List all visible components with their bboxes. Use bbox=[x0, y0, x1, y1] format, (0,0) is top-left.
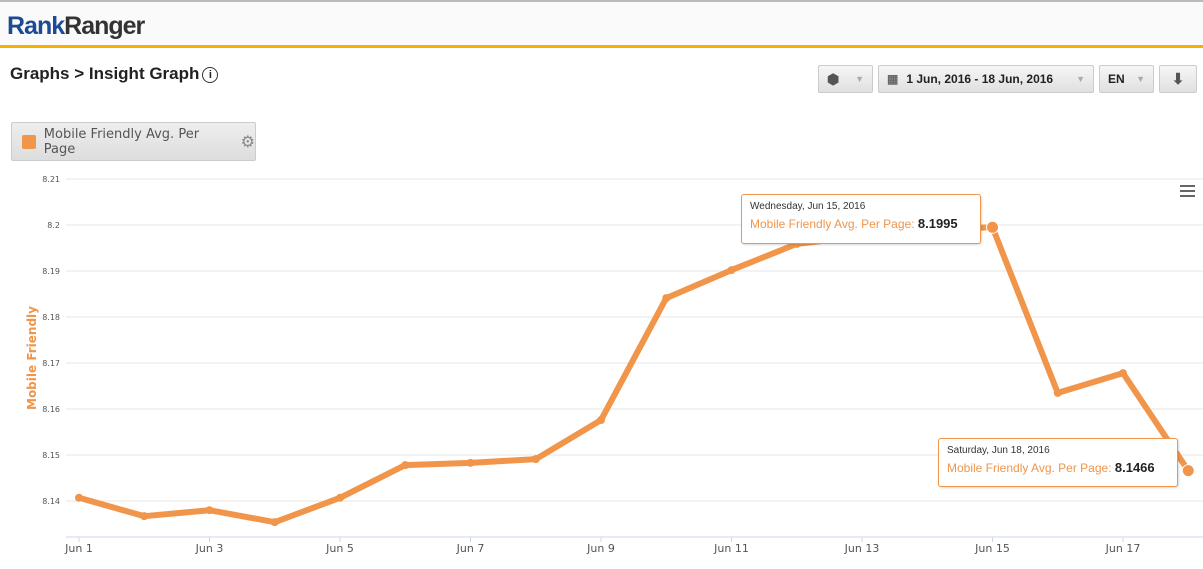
y-tick-label: 8.17 bbox=[42, 359, 60, 368]
tooltip-series: Mobile Friendly Avg. Per Page: bbox=[750, 217, 918, 231]
language-dropdown[interactable]: EN ▼ bbox=[1099, 65, 1154, 93]
calendar-icon: ▦ bbox=[887, 72, 899, 86]
y-tick-label: 8.21 bbox=[42, 175, 60, 184]
y-tick-label: 8.15 bbox=[42, 451, 60, 460]
x-tick-label: Jun 1 bbox=[64, 542, 93, 555]
data-point bbox=[1053, 388, 1062, 397]
data-point bbox=[662, 294, 671, 303]
legend-swatch bbox=[22, 134, 36, 149]
x-tick-label: Jun 7 bbox=[456, 542, 485, 555]
y-tick-label: 8.18 bbox=[42, 313, 60, 322]
tooltip-date: Wednesday, Jun 15, 2016 bbox=[750, 201, 866, 212]
download-button[interactable]: ⬇ bbox=[1159, 65, 1197, 93]
info-icon[interactable]: i bbox=[202, 67, 219, 83]
y-tick-label: 8.2 bbox=[47, 221, 60, 230]
tooltip-jun18: Saturday, Jun 18, 2016 Mobile Friendly A… bbox=[938, 438, 1178, 487]
logo-rank: Rank bbox=[7, 12, 65, 40]
chevron-down-icon: ▼ bbox=[855, 74, 864, 84]
gear-icon[interactable]: ⚙ bbox=[240, 132, 255, 151]
y-tick-label: 8.16 bbox=[42, 405, 60, 414]
data-point bbox=[986, 220, 999, 234]
date-range-picker[interactable]: ▦ 1 Jun, 2016 - 18 Jun, 2016 ▼ bbox=[878, 65, 1094, 93]
y-tick-label: 8.14 bbox=[42, 497, 60, 506]
x-tick-label: Jun 15 bbox=[974, 542, 1010, 555]
page-title: Graphs > Insight Graph bbox=[10, 64, 200, 83]
download-icon: ⬇ bbox=[1171, 71, 1185, 88]
tooltip-series: Mobile Friendly Avg. Per Page: bbox=[947, 461, 1115, 475]
data-point bbox=[466, 458, 475, 467]
tooltip-date: Saturday, Jun 18, 2016 bbox=[947, 445, 1050, 456]
chevron-down-icon: ▼ bbox=[1136, 74, 1145, 84]
x-tick-label: Jun 3 bbox=[195, 542, 224, 555]
x-tick-label: Jun 11 bbox=[713, 542, 749, 555]
tooltip-value: 8.1995 bbox=[917, 216, 958, 231]
data-point bbox=[336, 493, 344, 502]
y-axis-label: Mobile Friendly bbox=[25, 306, 39, 410]
data-point bbox=[270, 518, 279, 527]
data-point bbox=[75, 493, 83, 502]
x-tick-label: Jun 13 bbox=[844, 542, 880, 555]
data-point bbox=[140, 512, 149, 521]
date-range-label: 1 Jun, 2016 - 18 Jun, 2016 bbox=[906, 72, 1054, 86]
cube-icon: ⬢ bbox=[827, 70, 840, 87]
top-bar: RankRanger bbox=[0, 0, 1203, 48]
legend-item[interactable]: Mobile Friendly Avg. Per Page ⚙ bbox=[11, 122, 256, 161]
breadcrumb: Graphs > Insight Graph i bbox=[10, 64, 219, 84]
x-tick-label: Jun 17 bbox=[1105, 542, 1141, 555]
legend-label: Mobile Friendly Avg. Per Page bbox=[43, 126, 200, 157]
tooltip-jun15: Wednesday, Jun 15, 2016 Mobile Friendly … bbox=[741, 194, 981, 244]
data-point bbox=[597, 416, 605, 425]
x-tick-label: Jun 9 bbox=[586, 542, 615, 555]
series-line bbox=[78, 224, 1191, 526]
data-point bbox=[531, 455, 540, 464]
chart-menu-icon[interactable] bbox=[1180, 185, 1195, 200]
data-point bbox=[205, 506, 214, 515]
cube-dropdown-button[interactable]: ⬢ ▼ bbox=[818, 65, 873, 93]
logo-ranger: Ranger bbox=[64, 12, 145, 40]
chevron-down-icon: ▼ bbox=[1076, 74, 1085, 84]
y-tick-label: 8.19 bbox=[42, 267, 60, 276]
data-point bbox=[1119, 369, 1127, 378]
tooltip-value: 8.1466 bbox=[1114, 460, 1155, 475]
logo[interactable]: RankRanger bbox=[7, 12, 145, 41]
data-point bbox=[1181, 464, 1195, 478]
data-point bbox=[727, 266, 736, 275]
data-point bbox=[401, 461, 410, 470]
x-tick-label: Jun 5 bbox=[325, 542, 354, 555]
language-label: EN bbox=[1108, 72, 1125, 86]
